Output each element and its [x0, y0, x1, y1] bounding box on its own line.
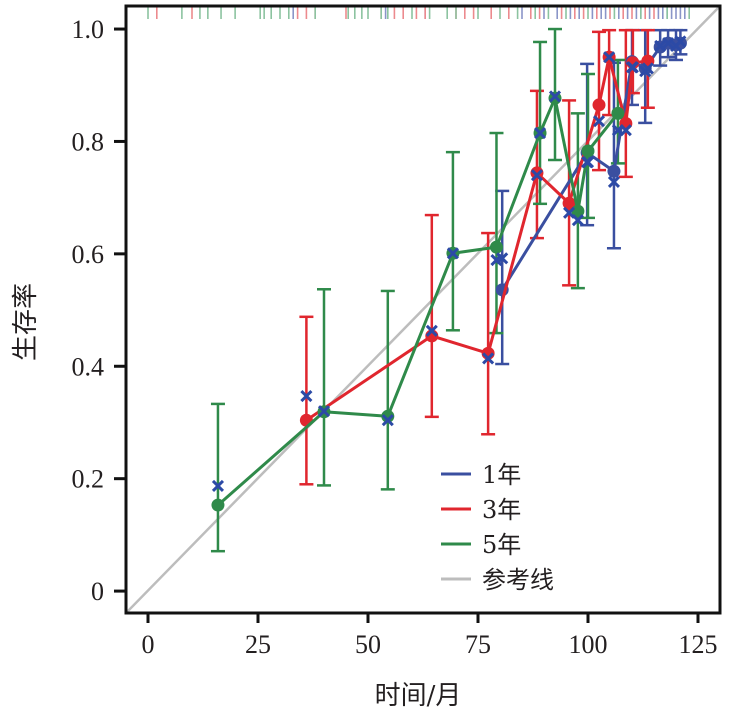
observed-cross — [482, 352, 495, 365]
observed-cross — [211, 479, 225, 493]
y-tick-label: 0.2 — [72, 465, 105, 494]
legend-item: 参考线 — [441, 566, 554, 594]
observed-cross — [490, 253, 503, 267]
observed-cross — [581, 156, 595, 169]
legend-label: 参考线 — [482, 566, 554, 594]
legend-item: 5年 — [441, 531, 521, 559]
observed-cross — [548, 90, 562, 103]
legend-label: 5年 — [482, 531, 521, 559]
data-point — [592, 98, 606, 112]
x-tick-label: 0 — [142, 630, 155, 659]
x-axis-title: 时间/月 — [375, 681, 462, 711]
data-point — [562, 196, 576, 210]
data-point — [489, 240, 503, 254]
observed-cross — [611, 124, 624, 137]
x-tick-label: 50 — [355, 630, 381, 659]
observed-cross — [533, 126, 547, 140]
observed-cross — [571, 214, 584, 227]
observed-cross — [626, 61, 639, 74]
series-line — [305, 55, 649, 422]
data-point — [611, 106, 625, 120]
observed-cross — [381, 414, 394, 427]
y-axis: 0 0.2 0.4 0.6 0.8 1.0 — [72, 15, 126, 606]
observed-cross — [446, 247, 459, 260]
observed-cross — [603, 51, 616, 64]
series-y5-errorbars — [210, 27, 625, 553]
legend-item: 1年 — [441, 461, 521, 489]
observed-cross — [317, 405, 331, 418]
legend-item: 3年 — [441, 496, 521, 524]
series-y1-errorbars — [495, 28, 688, 366]
x-tick-label: 125 — [679, 630, 718, 659]
observed-cross — [662, 37, 675, 50]
y-tick-label: 1.0 — [72, 15, 105, 44]
observed-cross — [592, 115, 606, 128]
series-y3 — [299, 50, 655, 427]
legend-label: 1年 — [482, 461, 521, 489]
observed-cross — [654, 39, 667, 52]
y-tick-label: 0 — [91, 577, 104, 606]
observed-cross — [607, 175, 621, 188]
observed-cross — [641, 62, 654, 75]
x-tick-label: 75 — [465, 630, 491, 659]
data-point — [381, 409, 395, 423]
data-point — [211, 498, 225, 512]
observed-cross — [530, 169, 544, 182]
observed-cross — [425, 324, 438, 337]
x-tick-label: 25 — [245, 630, 271, 659]
data-point — [530, 166, 544, 180]
data-point — [607, 164, 621, 178]
observed-cross — [300, 389, 313, 403]
y-tick-label: 0.8 — [72, 127, 105, 156]
plot-frame — [124, 4, 722, 615]
rug-marks — [147, 7, 691, 19]
x-axis: 0 25 50 75 100 125 — [142, 613, 718, 659]
y-tick-label: 0.6 — [72, 240, 105, 269]
y-axis-title: 生存率 — [11, 283, 41, 361]
data-point — [571, 204, 585, 218]
series-y5 — [211, 91, 625, 512]
data-point — [581, 144, 595, 158]
legend-label: 3年 — [482, 496, 521, 524]
y-tick-label: 0.4 — [72, 352, 105, 381]
series-layer — [210, 27, 688, 553]
x-tick-label: 100 — [569, 630, 608, 659]
series-y5-observed — [211, 90, 624, 493]
series-y3-observed — [300, 51, 654, 403]
observed-cross — [674, 35, 687, 48]
series-line — [216, 96, 620, 507]
